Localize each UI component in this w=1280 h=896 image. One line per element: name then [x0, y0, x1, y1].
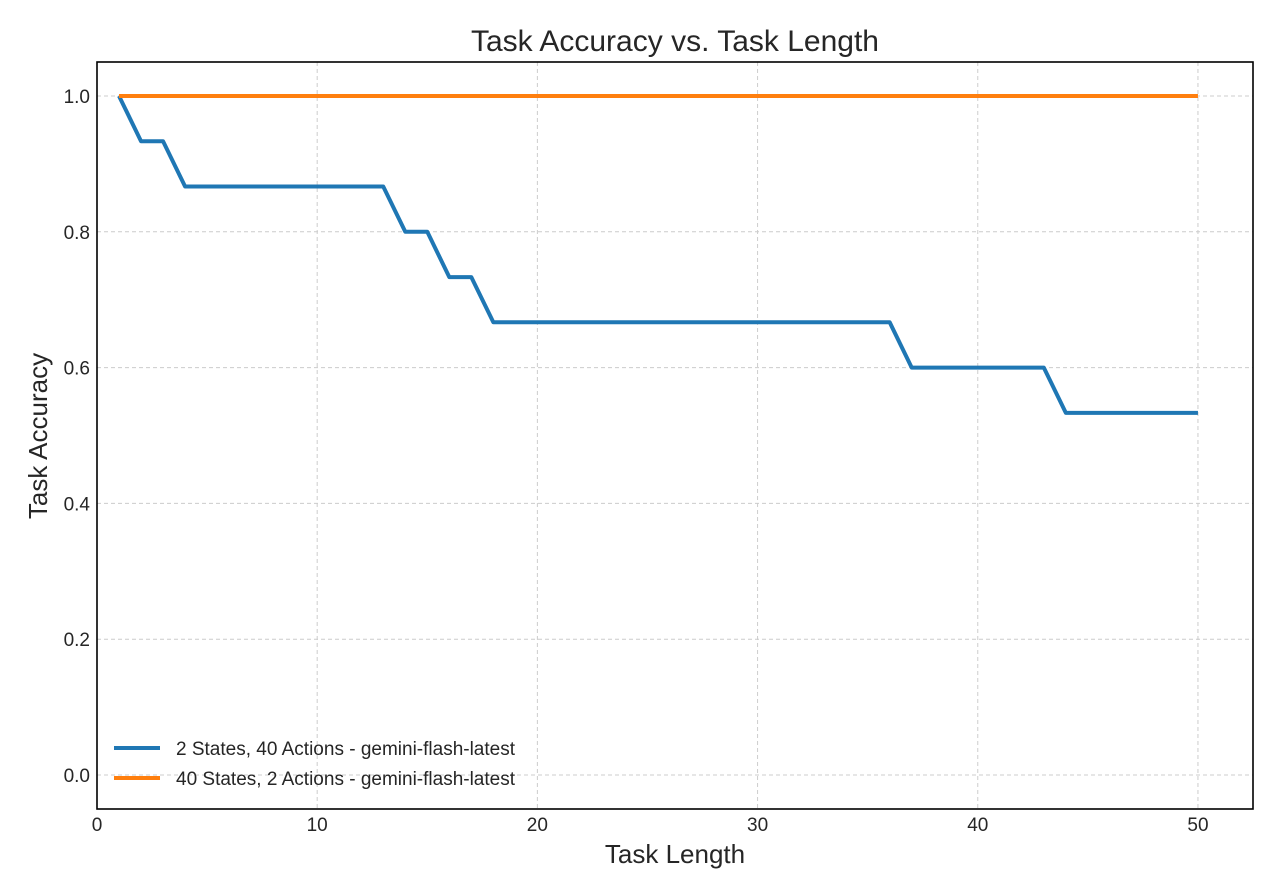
y-tick-label: 0.4 — [64, 494, 91, 515]
y-ticks: 0.0 0.2 0.4 0.6 0.8 1.0 — [64, 87, 91, 787]
y-tick-label: 0.2 — [64, 630, 90, 651]
y-tick-label: 0.0 — [64, 766, 90, 787]
legend-label-series-2: 40 States, 2 Actions - gemini-flash-late… — [176, 769, 516, 790]
legend-label-series-1: 2 States, 40 Actions - gemini-flash-late… — [176, 739, 516, 760]
plot-frame — [96, 61, 1254, 810]
y-tick-label: 0.8 — [64, 223, 90, 244]
series-lines — [117, 93, 1198, 415]
x-axis-label: Task Length — [605, 839, 745, 869]
grid — [96, 62, 1253, 809]
x-tick-label: 40 — [967, 815, 988, 836]
y-axis-label: Task Accuracy — [23, 353, 53, 519]
chart-title: Task Accuracy vs. Task Length — [471, 25, 879, 58]
x-ticks: 0 10 20 30 40 50 — [92, 815, 1209, 836]
x-tick-label: 0 — [92, 815, 103, 836]
series-line-1 — [117, 95, 1198, 415]
x-tick-label: 20 — [527, 815, 548, 836]
y-tick-label: 1.0 — [64, 87, 90, 108]
x-tick-label: 30 — [747, 815, 768, 836]
x-tick-label: 50 — [1187, 815, 1208, 836]
y-tick-label: 0.6 — [64, 359, 90, 380]
legend: 2 States, 40 Actions - gemini-flash-late… — [114, 739, 516, 790]
x-tick-label: 10 — [307, 815, 328, 836]
